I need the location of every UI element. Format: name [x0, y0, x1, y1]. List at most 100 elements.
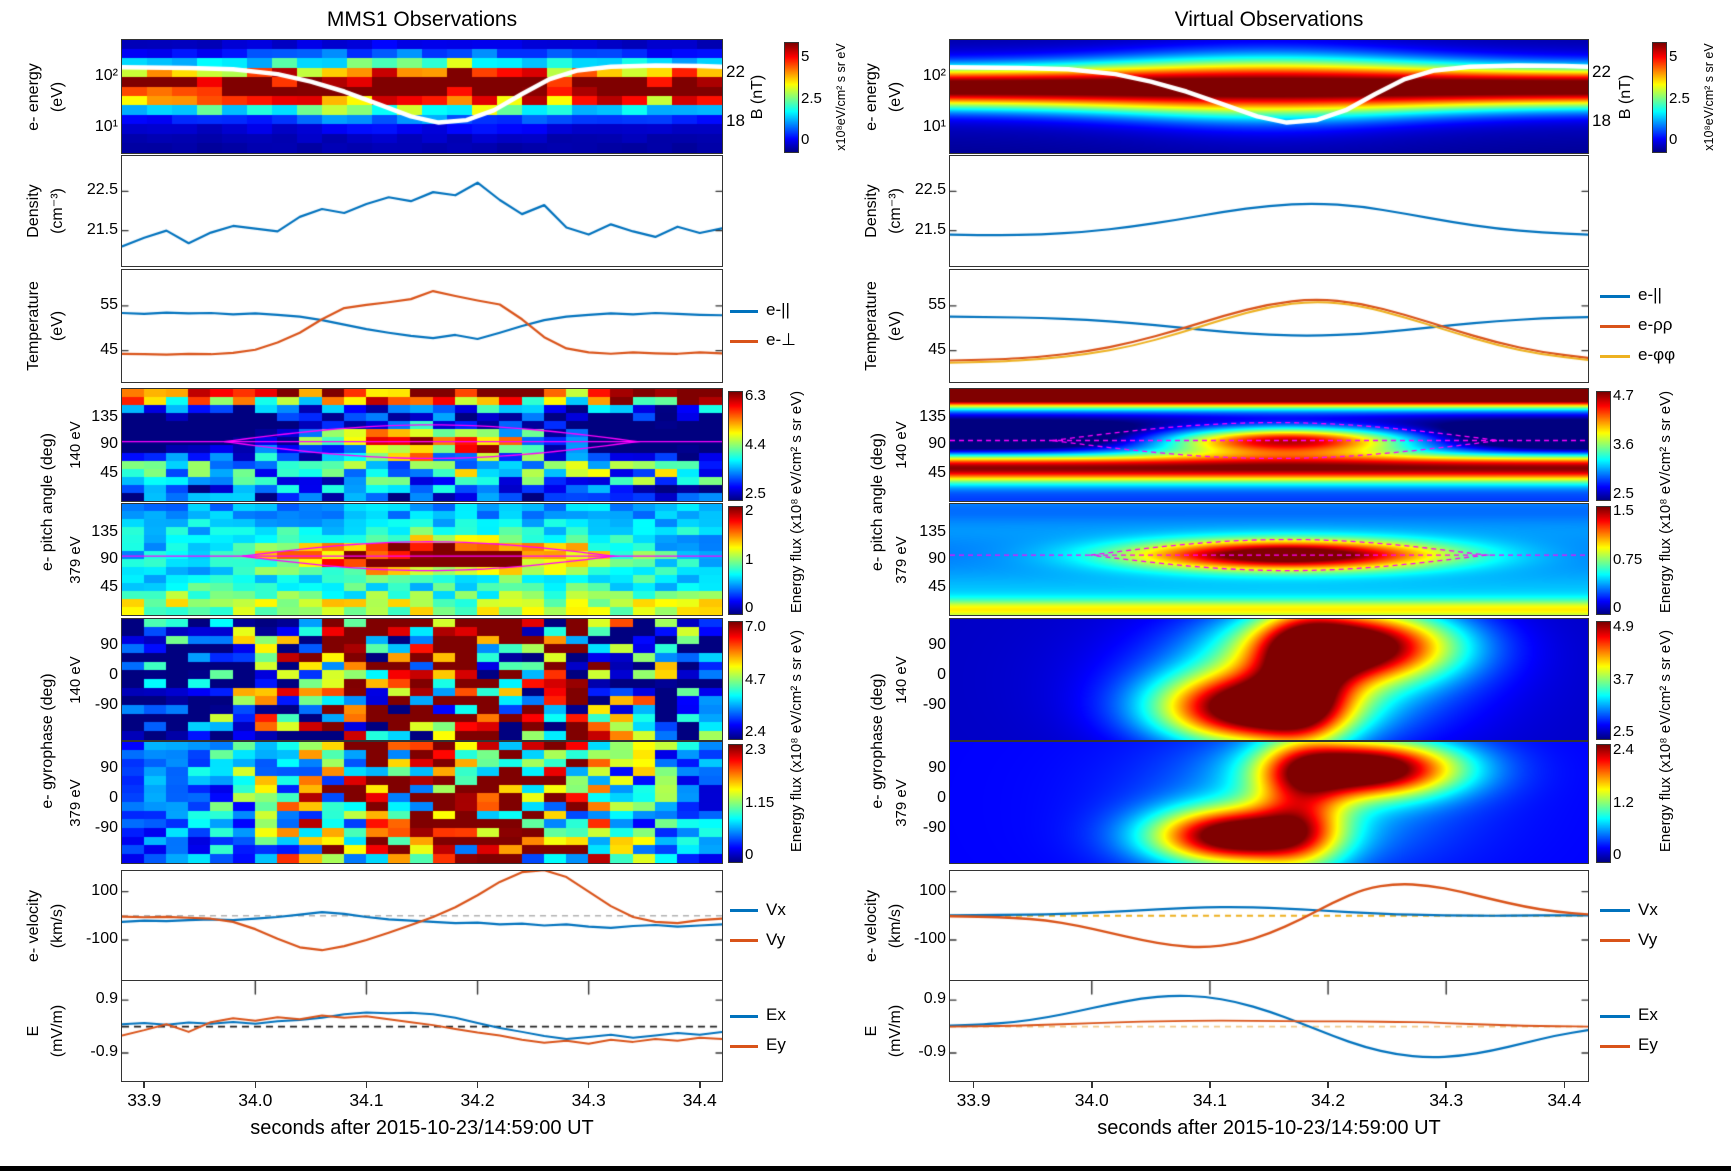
line-canvas [950, 981, 1588, 1081]
x-tick-mark [1563, 1081, 1566, 1088]
y-tick-label: 55 [928, 295, 946, 313]
panel-pitch-379-mms1 [121, 503, 723, 616]
colorbar-tick-label: 0 [1613, 598, 1622, 616]
colorbar [728, 391, 743, 501]
x-tick-mark [1327, 1081, 1329, 1088]
panel-gyro-140-virtual [949, 618, 1589, 741]
y-tick-label: 55 [100, 295, 118, 313]
b-axis-label: B (nT) [1617, 74, 1634, 119]
y-tick-label: 100 [919, 881, 946, 899]
y-tick-label: 0 [109, 788, 118, 806]
x-tick-mark [1445, 1081, 1448, 1088]
x-tick-mark [1090, 1081, 1093, 1088]
x-tick-label: 34.3 [1429, 1090, 1464, 1110]
colorbar-tick-label: 4.4 [745, 436, 766, 453]
x-tick-mark [365, 1081, 368, 1088]
colorbar [728, 621, 743, 740]
y-tick-label: 0.9 [923, 990, 946, 1008]
panel-temperature-virtual [949, 269, 1589, 383]
y-tick-label: 90 [100, 758, 118, 776]
panel-pitch-140-mms1 [121, 388, 723, 502]
y-tick-label: 90 [928, 758, 946, 776]
x-axis-label: seconds after 2015-10-23/14:59:00 UT [1097, 1117, 1441, 1139]
colorbar-tick-label: 2.4 [1613, 740, 1634, 758]
colorbar-tick-label: 3.7 [1613, 670, 1634, 688]
heatmap-canvas [122, 504, 722, 615]
colorbar-tick-label: 5 [1669, 48, 1678, 66]
b-axis-label: B (nT) [749, 74, 766, 119]
colorbar-tick-label: 1.15 [745, 793, 775, 811]
heatmap-canvas [122, 389, 722, 501]
colorbar-tick-label: 2.5 [1613, 484, 1634, 502]
legend-label: e-φφ [1638, 345, 1676, 364]
b-axis-tick-label: 18 [726, 111, 745, 131]
colorbar-tick-label: 1.2 [1613, 793, 1634, 811]
legend-label: e-ρρ [1638, 315, 1673, 334]
colorbar-tick-label: 4.9 [1613, 617, 1634, 635]
y-tick-label: 10¹ [94, 118, 118, 136]
colorbar-tick-label: 0 [1613, 846, 1622, 864]
y-tick-label: 90 [928, 635, 946, 653]
y-tick-label: -0.9 [918, 1043, 946, 1061]
legend-line [1600, 354, 1630, 358]
panel-velocity-virtual [949, 870, 1589, 981]
colorbar [1596, 391, 1611, 501]
colorbar-tick-label: 2.5 [1613, 723, 1634, 741]
x-tick-mark [143, 1081, 146, 1088]
legend-line [1600, 909, 1630, 912]
x-axis-label: seconds after 2015-10-23/14:59:00 UT [250, 1117, 594, 1139]
x-tick-label: 33.9 [956, 1090, 991, 1110]
panel-pitch-140-virtual [949, 388, 1589, 502]
y-tick-label: 10¹ [922, 118, 946, 136]
b-axis-tick-label: 22 [726, 61, 745, 81]
panel-efield-mms1 [121, 980, 723, 1082]
panel-efield-virtual [949, 980, 1589, 1082]
y-tick-label: 135 [919, 522, 946, 540]
y-tick-label: 22.5 [86, 181, 118, 199]
y-tick-label: 0 [937, 665, 946, 683]
y-tick-label: 21.5 [86, 220, 118, 238]
x-tick-label: 34.2 [460, 1090, 495, 1110]
x-tick-label: 34.2 [1311, 1090, 1346, 1110]
line-canvas [122, 871, 722, 980]
panel-density-virtual [949, 155, 1589, 267]
y-tick-label: 45 [928, 464, 946, 482]
colorbar-tick-label: 1.5 [1613, 502, 1634, 520]
legend-label: e-⊥ [766, 330, 796, 349]
y-tick-label: 0 [937, 788, 946, 806]
x-tick-label: 34.0 [238, 1090, 273, 1110]
colorbar-tick-label: 0 [745, 846, 754, 864]
legend-label: Vx [1638, 899, 1658, 919]
line-canvas [122, 156, 722, 266]
legend-label: Ey [766, 1035, 786, 1054]
legend-label: Vy [766, 929, 786, 949]
legend-line [1600, 1044, 1630, 1048]
colorbar-tick-label: 2.4 [745, 723, 766, 741]
colorbar-tick-label: 2.5 [1669, 89, 1690, 107]
heatmap-canvas [950, 389, 1588, 501]
y-tick-label: 10² [922, 67, 946, 85]
x-tick-mark [476, 1081, 479, 1088]
y-tick-label: 45 [100, 578, 118, 596]
y-tick-label: 45 [928, 578, 946, 596]
x-tick-label: 33.9 [127, 1090, 162, 1110]
y-tick-label: 22.5 [914, 181, 946, 199]
y-tick-label: -90 [922, 696, 946, 714]
y-tick-label: 90 [100, 635, 118, 653]
b-axis-tick-label: 18 [1592, 111, 1611, 131]
colorbar [1596, 744, 1611, 863]
legend-label: Ex [1638, 1005, 1658, 1024]
x-tick-mark [587, 1081, 590, 1088]
colorbar-tick-label: 4.7 [1613, 387, 1634, 405]
y-tick-label: 135 [91, 408, 118, 426]
legend-line [1600, 294, 1630, 298]
y-tick-label: 21.5 [914, 220, 946, 238]
y-tick-label: 135 [91, 522, 118, 540]
legend-line [730, 939, 758, 942]
legend-line [730, 1044, 758, 1048]
x-tick-mark [254, 1081, 257, 1088]
x-tick-label: 34.4 [682, 1090, 717, 1110]
colorbar [1596, 506, 1611, 615]
x-tick-label: 34.4 [1547, 1090, 1582, 1110]
y-tick-label: 90 [928, 435, 946, 452]
